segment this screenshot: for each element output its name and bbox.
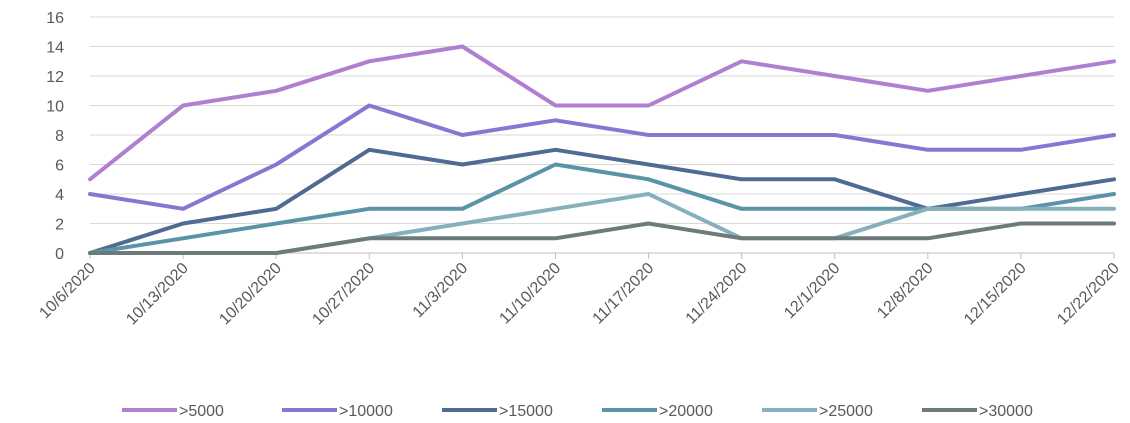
series-lines [88,44,1116,255]
y-tick-label: 14 [46,40,64,57]
x-tick-label: 12/15/2020 [961,260,1030,329]
x-tick-label: 10/20/2020 [216,260,285,329]
legend-label: >25000 [819,403,873,420]
series-line-0 [88,44,1116,182]
series-line-5 [88,221,1116,255]
legend-label: >20000 [659,403,713,420]
y-tick-label: 0 [55,246,64,263]
legend-label: >10000 [339,403,393,420]
legend-label: >5000 [179,403,224,420]
gridlines [90,16,1114,224]
series-line-2 [88,147,1116,255]
y-tick-label: 6 [55,158,64,175]
x-tick-label: 12/1/2020 [781,260,843,322]
x-tick-label: 12/8/2020 [874,260,936,322]
y-tick-label: 12 [46,69,64,86]
legend-label: >30000 [979,403,1033,420]
x-tick-label: 11/24/2020 [683,260,751,328]
x-tick-label: 11/10/2020 [496,260,564,328]
y-tick-label: 4 [55,187,64,204]
x-tick-label: 10/13/2020 [123,260,192,329]
legend-label: >15000 [499,403,553,420]
x-tick-label: 11/3/2020 [410,260,472,322]
x-tick-label: 11/17/2020 [590,260,658,328]
y-tick-label: 8 [55,128,64,145]
x-tick-label: 12/22/2020 [1054,260,1123,329]
x-tick-label: 10/27/2020 [309,260,378,329]
legend: >5000 >10000 >15000 >20000 >25000 >30000 [122,403,1033,420]
y-tick-label: 2 [55,217,64,234]
y-tick-label: 10 [46,99,64,116]
x-tick-label: 10/6/2020 [36,260,98,322]
series-line-1 [88,103,1116,211]
y-tick-label: 16 [46,10,64,27]
